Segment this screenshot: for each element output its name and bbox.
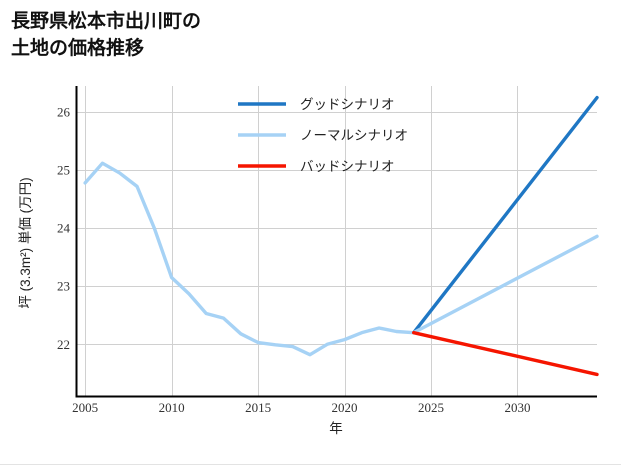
- y-tick-22: 22: [57, 337, 70, 352]
- y-axis-title: 坪 (3.3m²) 単価 (万円): [18, 177, 33, 308]
- x-tick-2020: 2020: [332, 400, 358, 415]
- y-tick-26: 26: [57, 105, 71, 120]
- x-tick-2030: 2030: [504, 400, 530, 415]
- y-axis-tick-labels: 22 23 24 25 26: [57, 105, 71, 352]
- x-axis-tick-labels: 2005 2010 2015 2020 2025 2030: [72, 400, 530, 415]
- series-line-2: [412, 330, 599, 377]
- y-tick-24: 24: [57, 221, 71, 236]
- series-line-1: [83, 161, 599, 357]
- x-tick-2025: 2025: [418, 400, 444, 415]
- y-tick-25: 25: [57, 163, 70, 178]
- x-axis-title: 年: [329, 421, 343, 436]
- data-series-group: [83, 95, 599, 377]
- legend-label-2[interactable]: バッドシナリオ: [300, 159, 395, 174]
- x-tick-2010: 2010: [159, 400, 185, 415]
- axis-spines: [75, 86, 597, 398]
- x-tick-2015: 2015: [245, 400, 271, 415]
- legend-label-0[interactable]: グッドシナリオ: [300, 97, 395, 112]
- legend-label-1[interactable]: ノーマルシナリオ: [300, 128, 408, 143]
- x-tick-2005: 2005: [72, 400, 98, 415]
- horizontal-gridlines: [76, 112, 597, 345]
- page-title: 長野県松本市出川町の 土地の価格推移: [11, 11, 202, 59]
- series-line-0: [412, 95, 599, 335]
- vertical-gridlines: [85, 86, 518, 397]
- y-tick-23: 23: [57, 279, 70, 294]
